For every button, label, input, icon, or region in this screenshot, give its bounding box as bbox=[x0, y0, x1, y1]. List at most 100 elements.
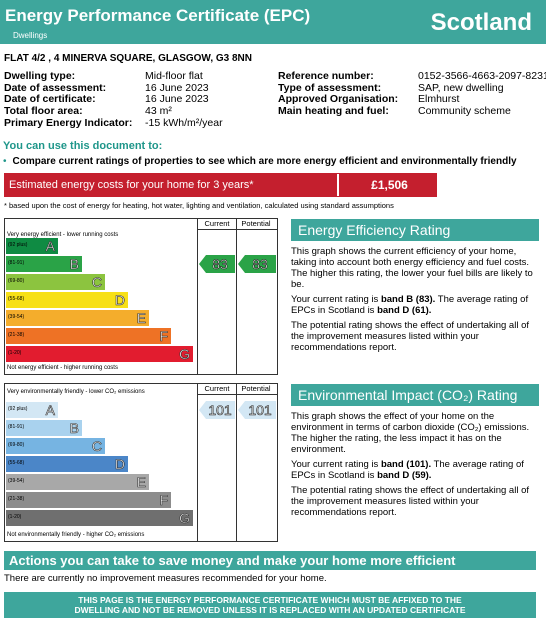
current-column-header: Current bbox=[204, 219, 230, 228]
footer-line: THIS PAGE IS THE ENERGY PERFORMANCE CERT… bbox=[78, 595, 462, 605]
band-letter: A bbox=[45, 402, 55, 419]
band-letter: E bbox=[136, 474, 146, 491]
energy-cost-bar: Estimated energy costs for your home for… bbox=[4, 173, 437, 197]
band-letter: E bbox=[136, 310, 146, 327]
band-e: (39-54) E bbox=[6, 474, 149, 490]
energy-cost-value: £1,506 bbox=[371, 178, 408, 192]
current-rating-value: 101 bbox=[208, 402, 232, 419]
pointer-arrow-icon bbox=[238, 255, 276, 273]
chart-header-line bbox=[198, 394, 277, 395]
band-range: (21-38) bbox=[8, 496, 25, 502]
band-a: (92 plus) A bbox=[6, 402, 58, 418]
band-g: (1-20) G bbox=[6, 346, 193, 362]
detail-label: Date of certificate: bbox=[4, 93, 96, 106]
band-letter: C bbox=[91, 438, 103, 455]
band-f: (21-38) F bbox=[6, 492, 171, 508]
environment-potential-paragraph: The potential rating shows the effect of… bbox=[291, 485, 530, 518]
actions-heading: Actions you can take to save money and m… bbox=[4, 551, 536, 570]
environmental-impact-heading: Environmental Impact (CO₂) Rating bbox=[291, 384, 539, 406]
band-range: (81-91) bbox=[8, 424, 25, 430]
band-a: (92 plus) A bbox=[6, 238, 58, 254]
use-document-text: Compare current ratings of properties to… bbox=[12, 156, 517, 167]
band-d: (55-68) D bbox=[6, 456, 128, 472]
chart-top-text: Very environmentally friendly - lower CO… bbox=[7, 389, 145, 395]
environment-rating-paragraph: Your current rating is band (101). The a… bbox=[291, 459, 536, 481]
current-band-text: band B (83). bbox=[380, 294, 436, 305]
text-fragment: The average rating of EPCs in Scotland i… bbox=[291, 294, 529, 316]
detail-label: Approved Organisation: bbox=[278, 93, 399, 106]
energy-efficiency-heading: Energy Efficiency Rating bbox=[291, 219, 539, 241]
chart-bottom-text: Not environmentally friendly - higher CO… bbox=[7, 532, 145, 538]
band-range: (21-38) bbox=[8, 332, 25, 338]
text-fragment: Your current rating is bbox=[291, 459, 381, 470]
band-letter: D bbox=[114, 292, 126, 309]
chart-divider bbox=[197, 219, 198, 374]
average-band-text: band D (59). bbox=[377, 470, 432, 481]
detail-value: 16 June 2023 bbox=[145, 93, 209, 106]
band-range: (92 plus) bbox=[8, 242, 28, 248]
band-c: (69-80) C bbox=[6, 438, 105, 454]
detail-label: Reference number: bbox=[278, 70, 374, 82]
band-f: (21-38) F bbox=[6, 328, 171, 344]
band-range: (1-20) bbox=[8, 350, 22, 356]
current-rating-pointer: 83 bbox=[199, 255, 235, 273]
detail-label: Type of assessment: bbox=[278, 81, 382, 94]
pointer-arrow-icon bbox=[238, 401, 276, 419]
details-left-labels: Dwelling type: Date of assessment: Date … bbox=[4, 70, 133, 130]
potential-rating-value: 83 bbox=[252, 256, 268, 273]
country-label: Scotland bbox=[430, 9, 532, 36]
potential-rating-pointer: 83 bbox=[238, 255, 276, 273]
current-band-text: band (101). bbox=[380, 459, 432, 470]
band-range: (55-68) bbox=[8, 460, 25, 466]
band-letter: C bbox=[91, 274, 103, 291]
detail-value: 16 June 2023 bbox=[145, 81, 209, 94]
certificate-footer: THIS PAGE IS THE ENERGY PERFORMANCE CERT… bbox=[4, 592, 536, 618]
average-band-text: band D (61). bbox=[377, 305, 432, 316]
current-rating-value: 83 bbox=[212, 256, 228, 273]
detail-value: 43 m² bbox=[145, 105, 172, 118]
property-address: FLAT 4/2 , 4 MINERVA SQUARE, GLASGOW, G3… bbox=[4, 53, 252, 64]
band-d: (55-68) D bbox=[6, 292, 128, 308]
energy-efficiency-text: This graph shows the current efficiency … bbox=[291, 246, 536, 357]
detail-label: Total floor area: bbox=[4, 105, 83, 118]
environmental-impact-chart: Current Potential Very environmentally f… bbox=[4, 383, 278, 542]
header-banner: Energy Performance Certificate (EPC) Dwe… bbox=[0, 0, 546, 44]
detail-value: 0152-3566-4663-2097-8231 bbox=[418, 70, 546, 82]
environmental-impact-text: This graph shows the effect of your home… bbox=[291, 411, 536, 522]
chart-top-text: Very energy efficient - lower running co… bbox=[7, 232, 119, 238]
footer-line: DWELLING AND NOT BE REMOVED UNLESS IT IS… bbox=[74, 605, 466, 615]
band-range: (92 plus) bbox=[8, 406, 28, 412]
band-range: (39-54) bbox=[8, 314, 25, 320]
detail-label: Main heating and fuel: bbox=[278, 105, 389, 118]
cost-footnote: * based upon the cost of energy for heat… bbox=[4, 201, 394, 210]
details-left-values: Mid-floor flat 16 June 2023 16 June 2023… bbox=[145, 70, 223, 130]
band-letter: F bbox=[159, 328, 168, 345]
band-range: (39-54) bbox=[8, 478, 25, 484]
band-g: (1-20) G bbox=[6, 510, 193, 526]
detail-value: Elmhurst bbox=[418, 93, 460, 106]
band-range: (55-68) bbox=[8, 296, 25, 302]
band-letter: F bbox=[159, 492, 168, 509]
chart-divider bbox=[236, 384, 237, 541]
band-range: (69-80) bbox=[8, 278, 25, 284]
detail-value: SAP, new dwelling bbox=[418, 81, 504, 94]
use-document-bullet: • Compare current ratings of properties t… bbox=[3, 156, 517, 167]
potential-column-header: Potential bbox=[241, 219, 271, 228]
band-letter: G bbox=[179, 346, 190, 363]
chart-divider bbox=[236, 219, 237, 374]
efficiency-rating-paragraph: Your current rating is band B (83). The … bbox=[291, 294, 536, 316]
band-b: (81-91) B bbox=[6, 420, 82, 436]
energy-efficiency-chart: Current Potential Very energy efficient … bbox=[4, 218, 278, 375]
potential-column-header: Potential bbox=[241, 384, 271, 393]
detail-label: Primary Energy Indicator: bbox=[4, 116, 133, 129]
band-letter: B bbox=[69, 256, 79, 273]
energy-cost-label: Estimated energy costs for your home for… bbox=[9, 179, 254, 191]
band-range: (81-91) bbox=[8, 260, 25, 266]
environment-paragraph: This graph shows the effect of your home… bbox=[291, 411, 530, 455]
potential-rating-value: 101 bbox=[248, 402, 272, 419]
pointer-arrow-icon bbox=[199, 255, 235, 273]
band-letter: G bbox=[179, 510, 190, 527]
details-right-values: 0152-3566-4663-2097-8231 SAP, new dwelli… bbox=[418, 70, 546, 118]
efficiency-paragraph: This graph shows the current efficiency … bbox=[291, 246, 533, 290]
use-document-title: You can use this document to: bbox=[3, 140, 163, 152]
